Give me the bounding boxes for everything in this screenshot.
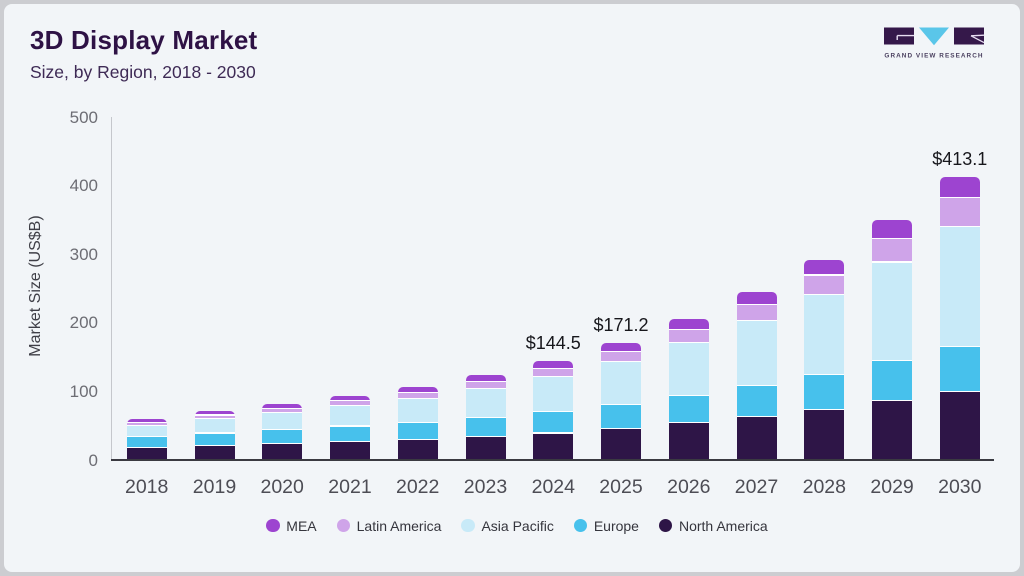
svg-text:GRAND VIEW RESEARCH: GRAND VIEW RESEARCH [884,53,983,60]
